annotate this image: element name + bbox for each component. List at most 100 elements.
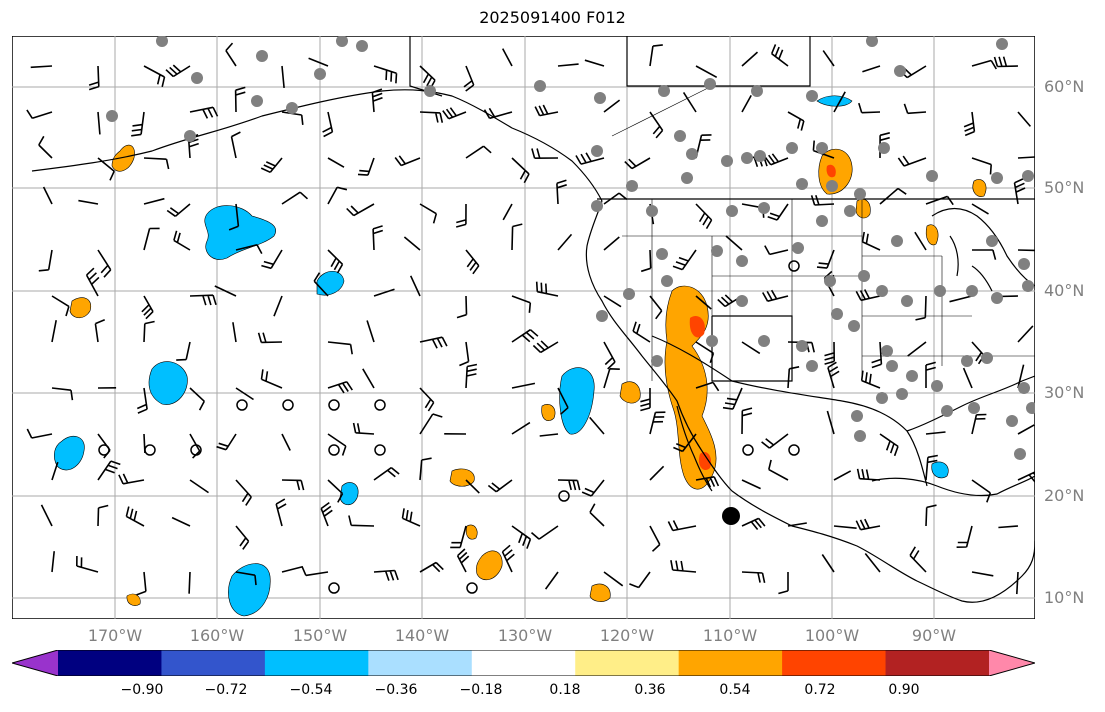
wind-barb xyxy=(419,336,448,349)
wind-barb xyxy=(539,433,559,437)
wind-barb xyxy=(118,473,145,485)
wind-barb xyxy=(915,295,927,321)
wind-barb xyxy=(322,111,334,138)
wind-barb xyxy=(787,522,807,527)
wind-barb xyxy=(963,111,976,137)
wind-barb xyxy=(812,140,835,159)
station-marker xyxy=(881,345,893,357)
station-marker xyxy=(658,85,670,97)
station-marker xyxy=(591,200,603,212)
wind-barb xyxy=(581,479,605,497)
wind-barb xyxy=(810,194,835,206)
wind-barb xyxy=(695,476,720,488)
wind-barb xyxy=(649,44,663,67)
colorbar-tick-label: −0.36 xyxy=(374,682,418,698)
wind-barb xyxy=(667,520,697,532)
wind-barb xyxy=(925,504,937,527)
wind-barb xyxy=(419,203,438,224)
wind-barb xyxy=(741,341,761,355)
wind-barb xyxy=(88,65,100,91)
wind-barb xyxy=(97,157,115,181)
station-marker xyxy=(858,270,870,282)
wind-barb xyxy=(78,199,99,205)
station-marker xyxy=(726,205,738,217)
wind-barb xyxy=(403,236,421,251)
station-marker xyxy=(736,295,748,307)
wind-barb xyxy=(855,289,881,302)
station-marker xyxy=(961,355,973,367)
wind-barb xyxy=(373,65,398,84)
wind-barb xyxy=(456,295,468,319)
wind-barb xyxy=(173,230,191,251)
lat-label-30: 30°N xyxy=(1044,383,1085,402)
colorbar-tick-label: −0.18 xyxy=(459,682,503,698)
station-marker xyxy=(424,85,436,97)
wind-barb xyxy=(629,571,651,589)
station-marker xyxy=(826,180,838,192)
wind-barb xyxy=(741,479,761,490)
wind-barb xyxy=(465,249,480,275)
wind-barb xyxy=(833,525,857,529)
wind-barb xyxy=(327,157,345,168)
wind-barb xyxy=(143,197,165,205)
wind-barb xyxy=(85,267,100,297)
wind-barb xyxy=(778,572,789,595)
lon-label-110: 110°W xyxy=(702,626,758,645)
wind-barb xyxy=(51,461,59,481)
colorbar-segment xyxy=(264,650,369,676)
wind-barb xyxy=(1016,571,1019,595)
wind-barb xyxy=(38,135,53,159)
station-marker xyxy=(736,255,748,267)
wind-barb xyxy=(971,413,987,435)
station-marker xyxy=(721,155,733,167)
station-marker xyxy=(806,90,818,102)
wind-barb xyxy=(143,227,160,251)
station-marker xyxy=(966,285,978,297)
wind-barb xyxy=(348,515,375,527)
colorbar-tick-label: 0.18 xyxy=(549,682,581,698)
station-marker xyxy=(831,308,843,320)
wind-barb xyxy=(346,203,375,217)
wind-barb xyxy=(228,203,240,231)
station-marker xyxy=(191,72,203,84)
station-marker xyxy=(758,335,770,347)
wind-barb xyxy=(956,525,973,548)
wind-barb xyxy=(371,88,383,113)
wind-barb xyxy=(419,387,435,412)
station-marker xyxy=(991,172,1003,184)
station-marker xyxy=(986,235,998,247)
wind-barb xyxy=(833,91,846,113)
wind-barb xyxy=(327,341,353,355)
wind-barb xyxy=(632,321,651,343)
wind-barb xyxy=(557,387,569,415)
wind-barb xyxy=(603,192,628,205)
station-marker xyxy=(686,148,698,160)
station-marker xyxy=(754,150,766,162)
wind-barb xyxy=(826,410,835,435)
colorbar-tick-label: 0.54 xyxy=(719,682,751,698)
wind-barb xyxy=(649,465,665,481)
wind-barb xyxy=(327,433,347,456)
wind-barb xyxy=(971,203,989,215)
wind-barb xyxy=(879,187,907,205)
station-marker xyxy=(854,430,866,442)
wind-barb xyxy=(624,157,651,170)
station-marker xyxy=(674,130,686,142)
wind-barb xyxy=(511,421,531,435)
positive-anomaly-regions xyxy=(69,144,987,606)
wind-barb xyxy=(308,57,329,67)
wind-barb xyxy=(327,381,353,394)
station-marker xyxy=(681,172,693,184)
colorbar-tick-label: −0.72 xyxy=(204,682,248,698)
station-marker xyxy=(591,145,603,157)
wind-barb xyxy=(275,498,287,527)
wind-barb xyxy=(234,86,246,113)
wind-barb xyxy=(530,525,559,540)
station-marker xyxy=(626,180,638,192)
wind-barb xyxy=(261,249,283,270)
wind-barb xyxy=(455,203,467,228)
wind-barb xyxy=(717,294,743,308)
wind-barb xyxy=(511,295,532,313)
wind-barb xyxy=(463,65,475,92)
colorbar-tick-label: −0.54 xyxy=(289,682,333,698)
